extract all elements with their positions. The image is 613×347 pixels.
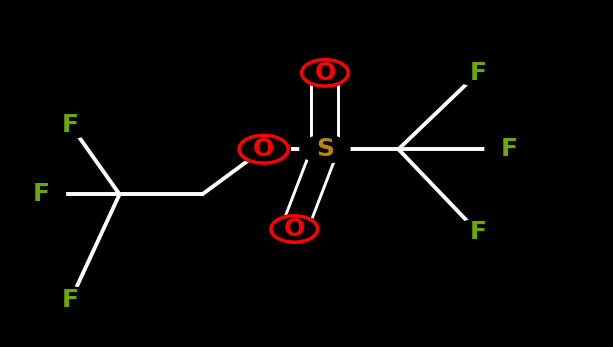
Circle shape [239, 135, 288, 163]
Text: F: F [62, 288, 79, 312]
Circle shape [302, 60, 348, 86]
Text: F: F [33, 182, 50, 206]
Circle shape [454, 59, 503, 87]
Text: O: O [253, 137, 274, 161]
Circle shape [17, 180, 66, 208]
Circle shape [484, 135, 533, 163]
Circle shape [454, 219, 503, 246]
Circle shape [268, 214, 321, 244]
Text: F: F [62, 113, 79, 137]
Circle shape [236, 134, 291, 165]
Circle shape [46, 111, 95, 139]
Text: O: O [284, 217, 305, 241]
Text: F: F [470, 61, 487, 85]
Text: O: O [314, 61, 335, 85]
Circle shape [299, 135, 351, 164]
Text: F: F [500, 137, 517, 161]
Circle shape [271, 216, 318, 242]
Text: F: F [470, 220, 487, 245]
Text: S: S [316, 137, 334, 161]
Circle shape [299, 58, 351, 88]
Circle shape [46, 286, 95, 314]
